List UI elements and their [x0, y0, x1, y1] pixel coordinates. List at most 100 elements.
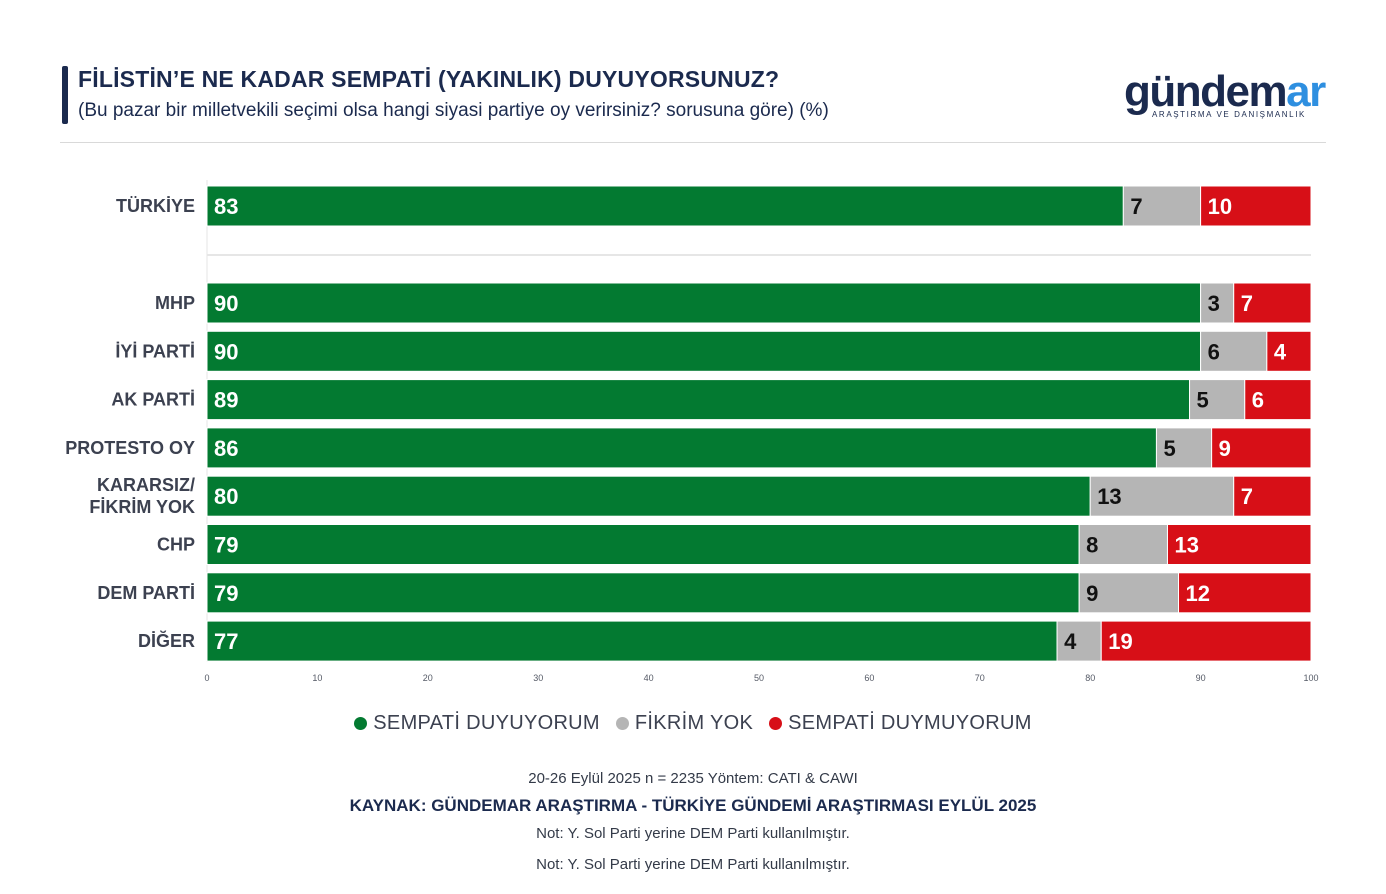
bar-sympathy	[206, 379, 1191, 421]
category-label: İYİ PARTİ	[115, 341, 195, 361]
category-label: DİĞER	[138, 630, 195, 651]
bar-no-sympathy	[1200, 185, 1312, 227]
note-text: Not: Y. Sol Parti yerine DEM Parti kulla…	[536, 825, 850, 842]
bar-no-sympathy	[1100, 620, 1312, 662]
logo-wordmark-part1: gündem	[1124, 67, 1288, 116]
bar-sympathy	[206, 620, 1058, 662]
data-label-no-opinion: 4	[1064, 629, 1077, 654]
logo-wordmark: gündemar	[1124, 70, 1328, 114]
legend-label-no-opinion: FİKRİM YOK	[634, 712, 754, 734]
bar-no-sympathy	[1244, 379, 1312, 421]
source-text: KAYNAK: GÜNDEMAR ARAŞTIRMA - TÜRKİYE GÜN…	[349, 796, 1037, 815]
bar-no-opinion	[1078, 524, 1168, 565]
legend-item-no-opinion: FİKRİM YOK	[615, 712, 754, 735]
chart-subtitle: (Bu pazar bir milletvekili seçimi olsa h…	[78, 100, 829, 121]
bar-no-sympathy	[1178, 572, 1312, 614]
x-tick-label: 90	[1196, 673, 1206, 683]
x-tick-label: 80	[1085, 673, 1095, 683]
legend-label-sympathy: SEMPATİ DUYUYORUM	[373, 712, 600, 734]
bar-no-sympathy	[1233, 475, 1312, 517]
category-label: CHP	[157, 535, 195, 555]
logo-tagline: ARAŞTIRMA VE DANIŞMANLIK	[1152, 110, 1306, 119]
x-tick-label: 100	[1303, 673, 1318, 683]
data-label-sympathy: 77	[214, 629, 238, 654]
bar-no-sympathy	[1211, 427, 1312, 469]
data-label-no-sympathy: 7	[1241, 291, 1253, 316]
category-label: AK PARTİ	[111, 390, 195, 410]
gundemar-logo: gündemar ARAŞTIRMA VE DANIŞMANLIK	[1124, 70, 1328, 124]
bar-no-sympathy	[1166, 524, 1312, 565]
bar-sympathy	[206, 185, 1124, 227]
category-label: TÜRKİYE	[116, 196, 195, 216]
data-label-no-sympathy: 6	[1252, 388, 1264, 413]
x-tick-label: 30	[533, 673, 543, 683]
bar-sympathy	[206, 427, 1157, 469]
bar-no-opinion	[1089, 475, 1235, 517]
x-tick-label: 70	[975, 673, 985, 683]
data-label-no-opinion: 7	[1130, 194, 1142, 219]
legend-swatch-no-sympathy	[769, 717, 783, 730]
logo-wordmark-part2: ar	[1286, 67, 1326, 116]
data-label-no-sympathy: 13	[1174, 533, 1198, 558]
data-label-no-sympathy: 19	[1108, 629, 1132, 654]
data-label-no-sympathy: 10	[1208, 194, 1232, 219]
x-tick-label: 20	[423, 673, 433, 683]
data-label-no-opinion: 5	[1197, 388, 1209, 413]
legend-item-no-sympathy: SEMPATİ DUYMUYORUM	[769, 712, 1032, 735]
legend-swatch-sympathy	[354, 717, 368, 730]
legend-label-no-sympathy: SEMPATİ DUYMUYORUM	[788, 712, 1032, 734]
bar-sympathy	[206, 330, 1202, 372]
x-tick-label: 10	[312, 673, 322, 683]
bar-no-opinion	[1056, 620, 1102, 662]
category-label: PROTESTO OY	[65, 438, 195, 458]
category-label: DEM PARTİ	[97, 583, 195, 603]
bar-no-opinion	[1078, 572, 1180, 614]
bar-sympathy	[206, 475, 1091, 517]
x-tick-label: 0	[204, 673, 209, 683]
bar-sympathy	[206, 524, 1080, 565]
data-label-no-sympathy: 7	[1241, 484, 1253, 509]
category-label: MHP	[155, 293, 195, 313]
data-label-no-sympathy: 9	[1219, 436, 1231, 461]
data-label-no-opinion: 5	[1163, 436, 1175, 461]
bar-no-opinion	[1155, 427, 1213, 469]
data-label-sympathy: 79	[214, 533, 238, 558]
data-label-sympathy: 83	[214, 194, 238, 219]
bar-no-opinion	[1200, 330, 1268, 372]
header-divider	[60, 142, 1326, 143]
bar-no-sympathy	[1266, 330, 1312, 372]
survey-method-text: 20-26 Eylül 2025 n = 2235 Yöntem: CATI &…	[528, 770, 858, 787]
data-label-no-opinion: 13	[1097, 484, 1121, 509]
title-accent-bar	[62, 66, 68, 124]
bar-no-opinion	[1200, 282, 1235, 324]
category-label-line: FİKRİM YOK	[89, 497, 195, 517]
chart-title: FİLİSTİN’E NE KADAR SEMPATİ (YAKINLIK) D…	[78, 66, 780, 92]
data-label-no-opinion: 9	[1086, 581, 1098, 606]
data-label-sympathy: 90	[214, 291, 238, 316]
bar-no-opinion	[1122, 185, 1202, 227]
category-label-line: KARARSIZ/	[97, 475, 195, 495]
bar-no-opinion	[1189, 379, 1246, 421]
data-label-sympathy: 80	[214, 484, 238, 509]
x-tick-label: 60	[864, 673, 874, 683]
data-label-sympathy: 89	[214, 388, 238, 413]
data-label-sympathy: 86	[214, 436, 238, 461]
bar-sympathy	[206, 282, 1202, 324]
data-label-sympathy: 79	[214, 581, 238, 606]
note-text-repeat: Not: Y. Sol Parti yerine DEM Parti kulla…	[536, 856, 850, 873]
data-label-no-opinion: 6	[1208, 339, 1220, 364]
bar-sympathy	[206, 572, 1080, 614]
x-tick-label: 40	[644, 673, 654, 683]
data-label-no-opinion: 3	[1208, 291, 1220, 316]
bar-no-sympathy	[1233, 282, 1312, 324]
data-label-no-sympathy: 12	[1186, 581, 1210, 606]
x-tick-label: 50	[754, 673, 764, 683]
legend-item-sympathy: SEMPATİ DUYUYORUM	[354, 712, 600, 735]
data-label-no-opinion: 8	[1086, 533, 1098, 558]
data-label-no-sympathy: 4	[1274, 339, 1287, 364]
data-label-sympathy: 90	[214, 339, 238, 364]
category-label: KARARSIZ/FİKRİM YOK	[89, 475, 195, 517]
legend-swatch-no-opinion	[615, 717, 629, 730]
chart-legend: SEMPATİ DUYUYORUM FİKRİM YOK SEMPATİ DUY…	[0, 712, 1386, 735]
